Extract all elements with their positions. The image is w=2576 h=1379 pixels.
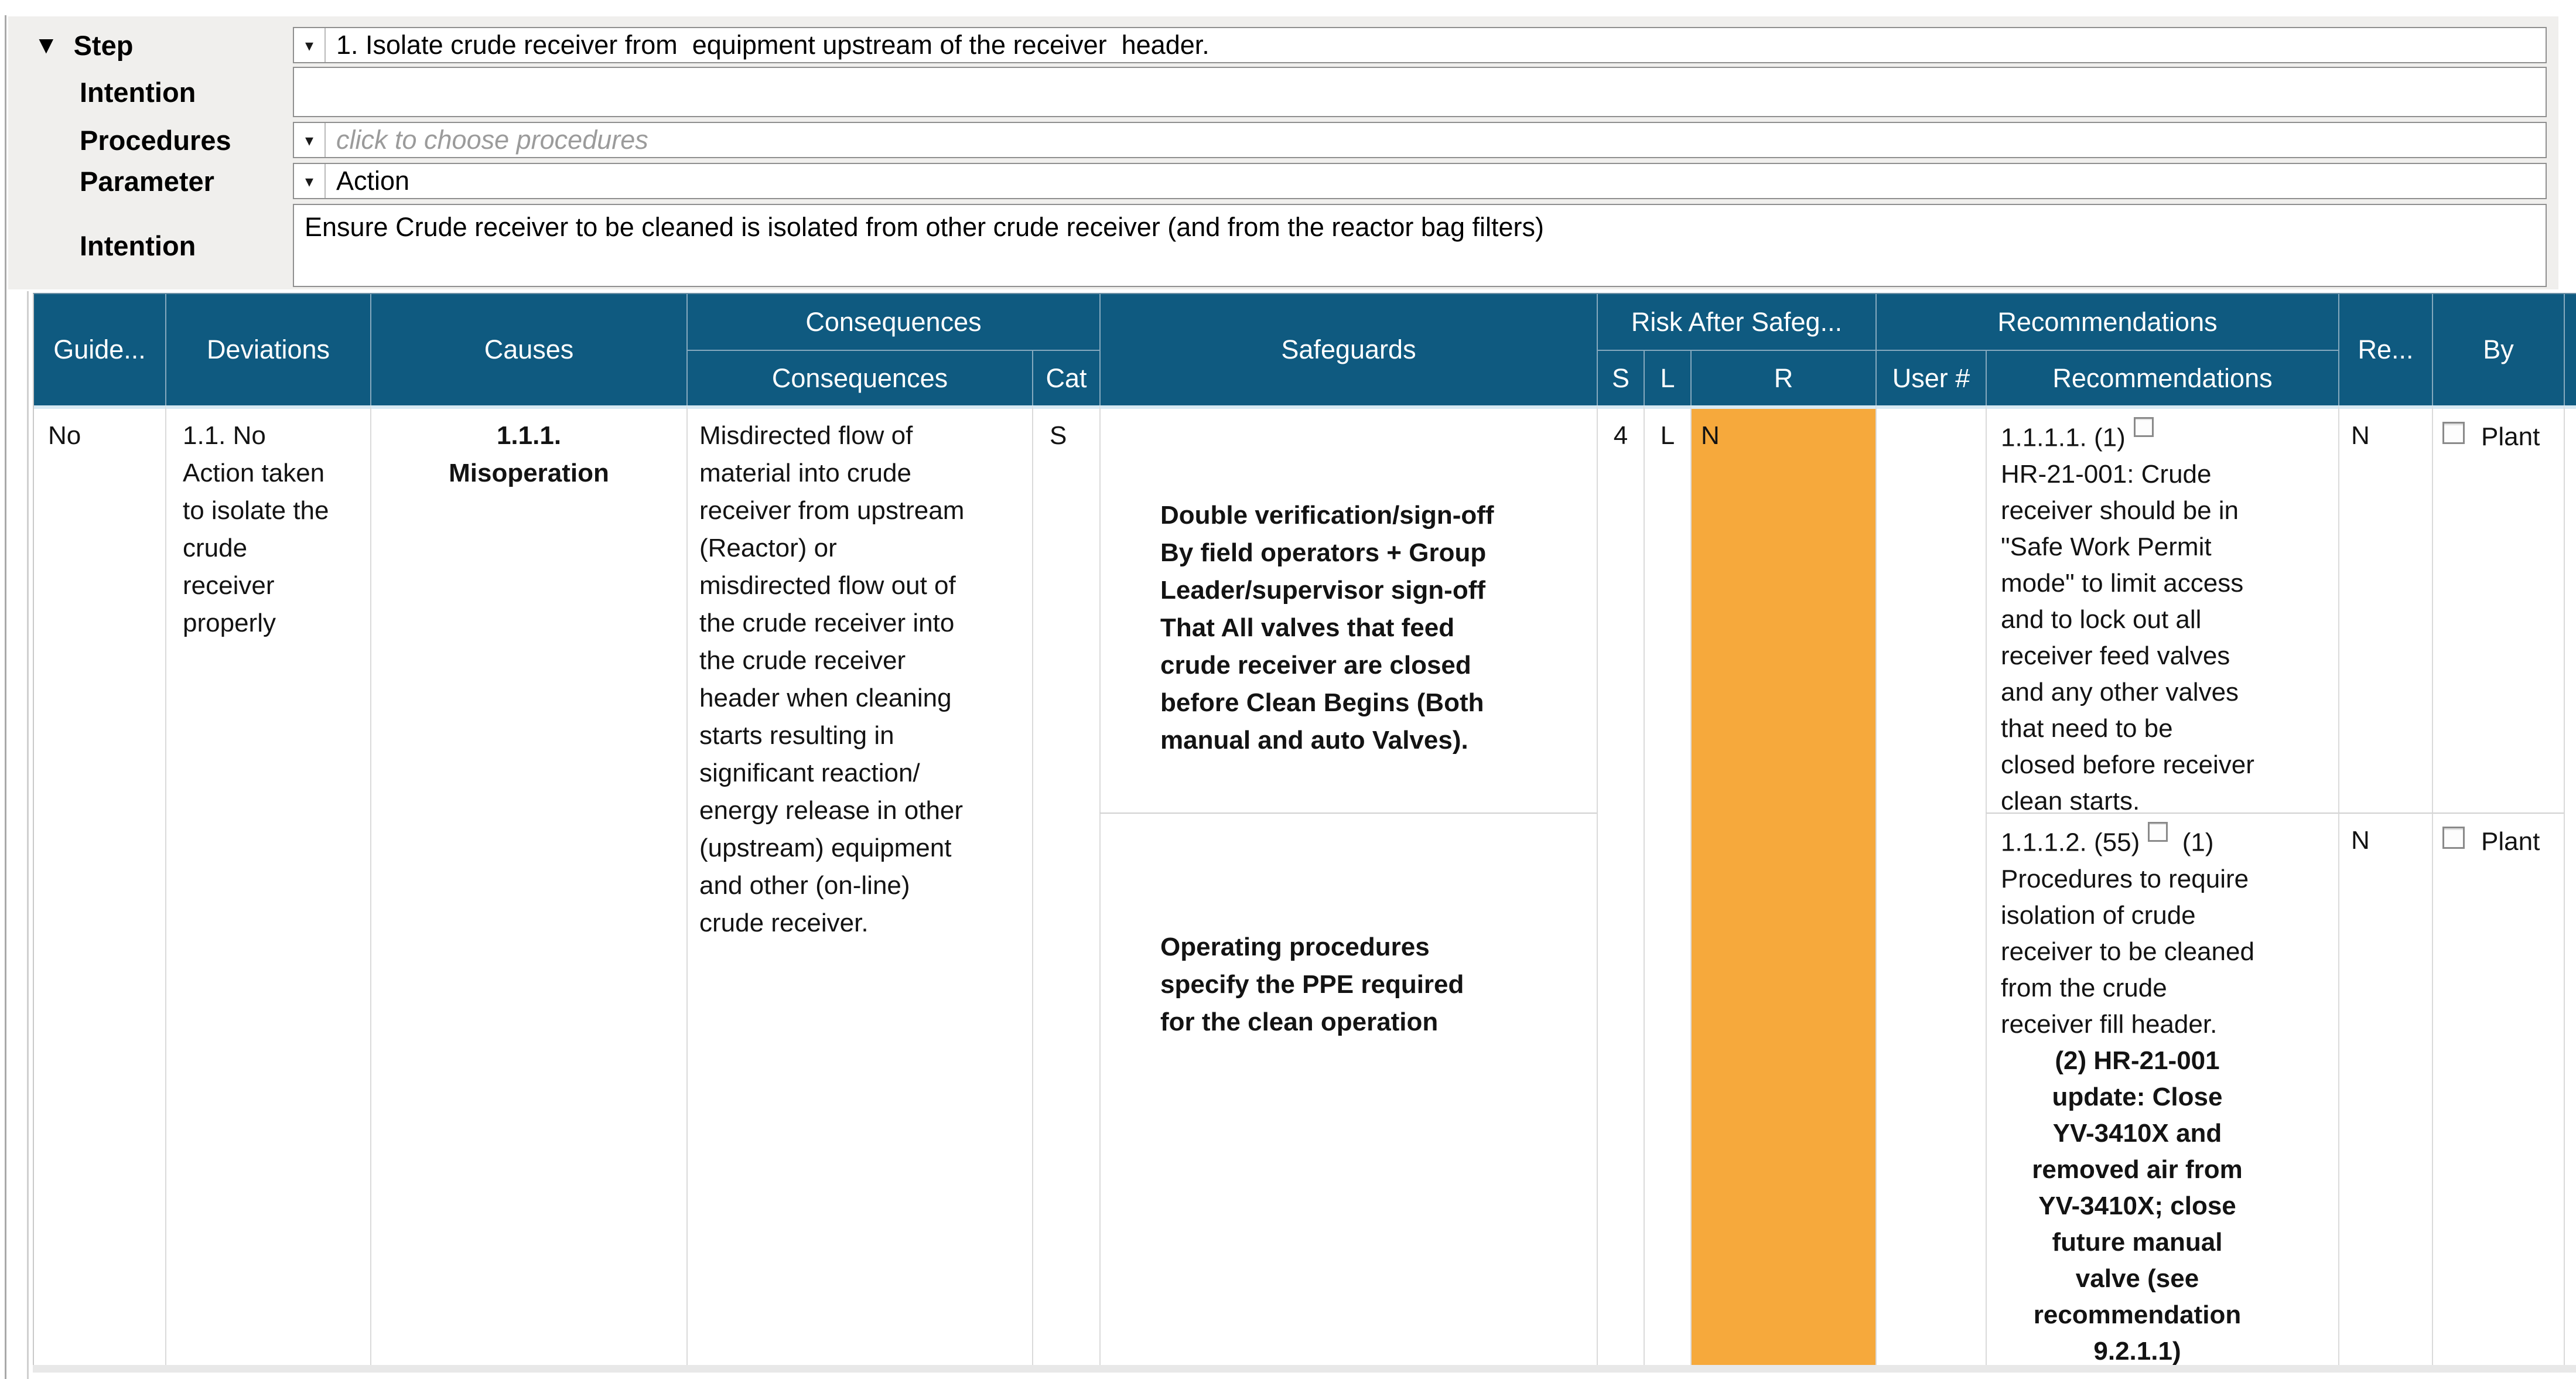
column-header-guideword: Guide...	[34, 294, 165, 405]
responsible-cell[interactable]: N	[2338, 405, 2432, 813]
consequence-cell[interactable]: Misdirected flow of material into crude …	[686, 405, 1032, 1366]
window-left-border	[5, 15, 6, 1379]
row-bottom-separator	[33, 1365, 2576, 1373]
step-row: ▼ Step ▾ 1. Isolate crude receiver from …	[8, 27, 2558, 63]
intention2-value[interactable]: Ensure Crude receiver to be cleaned is i…	[305, 212, 1544, 242]
severity-cell[interactable]: 4	[1597, 405, 1644, 1366]
column-header-overflow	[2564, 294, 2576, 405]
by-checkbox-icon[interactable]	[2442, 827, 2465, 849]
column-group-risk-after-safeguards: Risk After Safeg...	[1597, 294, 1875, 350]
column-header-likelihood: L	[1644, 350, 1690, 405]
recommendation-id: 1.1.1.2. (55)	[2001, 828, 2140, 857]
procedures-dropdown-button[interactable]: ▾	[294, 123, 326, 157]
column-header-cat: Cat	[1032, 350, 1099, 405]
procedures-row: Procedures ▾ click to choose procedures	[8, 122, 2558, 158]
by-cell[interactable]: Plant	[2432, 813, 2564, 1366]
parameter-label: Parameter	[80, 165, 214, 197]
by-checkbox-icon[interactable]	[2442, 422, 2465, 444]
recommendation-text: Procedures to require isolation of crude…	[2001, 864, 2254, 1039]
step-combobox[interactable]: ▾ 1. Isolate crude receiver from equipme…	[293, 27, 2547, 63]
category-cell[interactable]: S	[1032, 405, 1099, 1366]
recommendation-cell[interactable]: 1.1.1.1. (1) HR-21-001: Crude receiver s…	[1986, 405, 2338, 813]
column-header-causes: Causes	[370, 294, 686, 405]
step-dropdown-button[interactable]: ▾	[294, 28, 326, 62]
intention2-row: Intention Ensure Crude receiver to be cl…	[8, 204, 2558, 287]
overflow-cell	[2564, 405, 2576, 1366]
recommendation-cell[interactable]: 1.1.1.2. (55) (1) Procedures to require …	[1986, 813, 2338, 1366]
procedures-label: Procedures	[80, 124, 231, 156]
safeguard-cell[interactable]: Operating procedures specify the PPE req…	[1099, 813, 1597, 1366]
intention-field[interactable]	[293, 67, 2547, 117]
column-header-user-number: User #	[1875, 350, 1986, 405]
pane-left-border	[27, 291, 29, 1379]
by-label: Plant	[2481, 827, 2540, 856]
intention-value[interactable]	[294, 68, 2546, 116]
column-header-severity: S	[1597, 350, 1644, 405]
column-header-consequences: Consequences	[686, 350, 1032, 405]
parameter-combobox[interactable]: ▾ Action	[293, 163, 2547, 199]
cause-cell[interactable]: 1.1.1. Misoperation	[370, 405, 686, 1366]
step-value[interactable]: 1. Isolate crude receiver from equipment…	[336, 30, 1210, 60]
by-label: Plant	[2481, 422, 2540, 451]
parameter-dropdown-button[interactable]: ▾	[294, 164, 326, 198]
intention-row: Intention	[8, 67, 2558, 117]
responsible-cell[interactable]: N	[2338, 813, 2432, 1366]
recommendation-text: HR-21-001: Crude receiver should be in "…	[2001, 459, 2254, 813]
dropdown-arrow-icon: ▾	[305, 36, 314, 54]
column-header-risk: R	[1690, 350, 1875, 405]
procedures-placeholder[interactable]: click to choose procedures	[336, 125, 648, 155]
recommendation-update-text: (2) HR-21-001 update: Close YV-3410X and…	[2032, 1046, 2243, 1366]
column-header-responsible: Re...	[2338, 294, 2432, 405]
hazop-table: Guide... Deviations Causes Consequences …	[33, 293, 2576, 1366]
likelihood-cell[interactable]: L	[1644, 405, 1690, 1366]
column-header-safeguards: Safeguards	[1099, 294, 1597, 405]
risk-ranking-cell[interactable]: N	[1690, 405, 1875, 1366]
intention2-label: Intention	[80, 230, 196, 261]
column-header-deviations: Deviations	[165, 294, 370, 405]
recommendation-id: 1.1.1.1. (1)	[2001, 423, 2126, 452]
recommendation-checkbox-icon[interactable]	[2148, 822, 2168, 842]
column-header-by: By	[2432, 294, 2564, 405]
dropdown-arrow-icon: ▾	[305, 131, 314, 149]
recommendation-id-suffix: (1)	[2168, 828, 2214, 857]
dropdown-arrow-icon: ▾	[305, 172, 314, 190]
intention-label: Intention	[80, 76, 196, 108]
by-cell[interactable]: Plant	[2432, 405, 2564, 813]
intention2-field[interactable]: Ensure Crude receiver to be cleaned is i…	[293, 204, 2547, 287]
collapse-arrow-icon[interactable]: ▼	[34, 31, 59, 59]
safeguard-cell[interactable]: Double verification/sign-off By field op…	[1099, 405, 1597, 813]
guideword-cell[interactable]: No	[34, 405, 165, 1366]
parameter-value[interactable]: Action	[336, 166, 410, 196]
deviation-cell[interactable]: 1.1. No Action taken to isolate the crud…	[165, 405, 370, 1366]
column-group-consequences: Consequences	[686, 294, 1099, 350]
procedures-combobox[interactable]: ▾ click to choose procedures	[293, 122, 2547, 158]
column-header-recommendations: Recommendations	[1986, 350, 2338, 405]
step-label: Step	[73, 29, 134, 61]
user-number-cell[interactable]	[1875, 405, 1986, 1366]
column-group-recommendations: Recommendations	[1875, 294, 2338, 350]
recommendation-checkbox-icon[interactable]	[2133, 417, 2154, 437]
step-form-panel: ▼ Step ▾ 1. Isolate crude receiver from …	[8, 16, 2558, 289]
parameter-row: Parameter ▾ Action	[8, 163, 2558, 199]
